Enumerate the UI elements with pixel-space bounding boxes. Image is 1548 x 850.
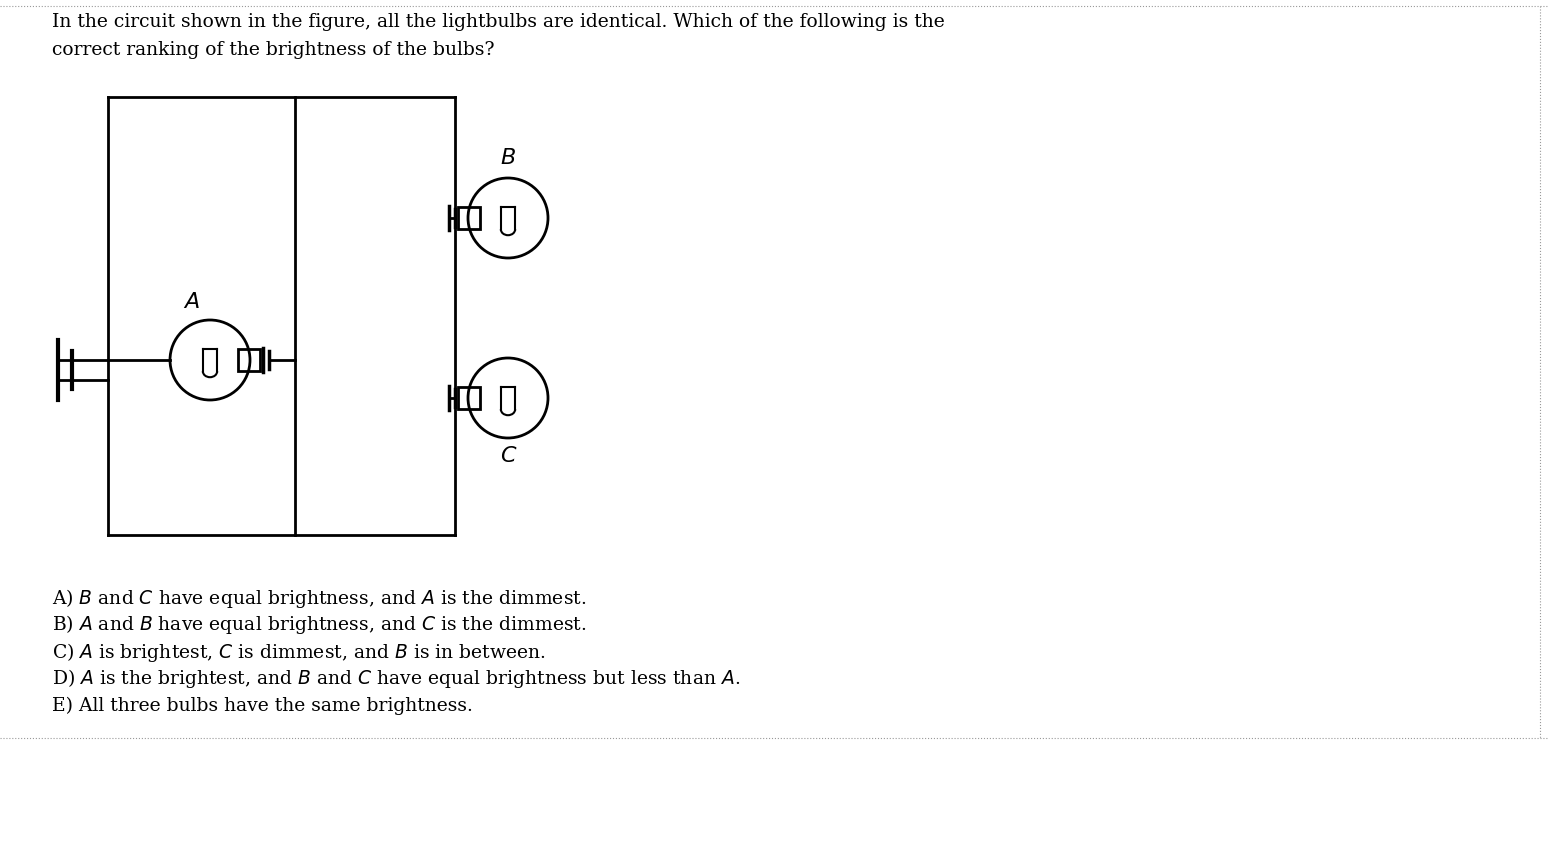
Text: B) $\mathit{A}$ and $\mathit{B}$ have equal brightness, and $\mathit{C}$ is the : B) $\mathit{A}$ and $\mathit{B}$ have eq… <box>53 614 587 637</box>
Bar <box>238 349 260 371</box>
Text: In the circuit shown in the figure, all the lightbulbs are identical. Which of t: In the circuit shown in the figure, all … <box>53 13 944 31</box>
Text: A) $\mathit{B}$ and $\mathit{C}$ have equal brightness, and $\mathit{A}$ is the : A) $\mathit{B}$ and $\mathit{C}$ have eq… <box>53 586 587 609</box>
Text: A: A <box>184 292 200 312</box>
Text: correct ranking of the brightness of the bulbs?: correct ranking of the brightness of the… <box>53 41 494 59</box>
Bar <box>458 387 480 409</box>
Text: E) All three bulbs have the same brightness.: E) All three bulbs have the same brightn… <box>53 697 472 715</box>
Text: C: C <box>500 446 515 466</box>
Text: C) $\mathit{A}$ is brightest, $\mathit{C}$ is dimmest, and $\mathit{B}$ is in be: C) $\mathit{A}$ is brightest, $\mathit{C… <box>53 641 546 664</box>
Text: B: B <box>500 148 515 168</box>
Bar <box>458 207 480 229</box>
Text: D) $\mathit{A}$ is the brightest, and $\mathit{B}$ and $\mathit{C}$ have equal b: D) $\mathit{A}$ is the brightest, and $\… <box>53 667 740 690</box>
